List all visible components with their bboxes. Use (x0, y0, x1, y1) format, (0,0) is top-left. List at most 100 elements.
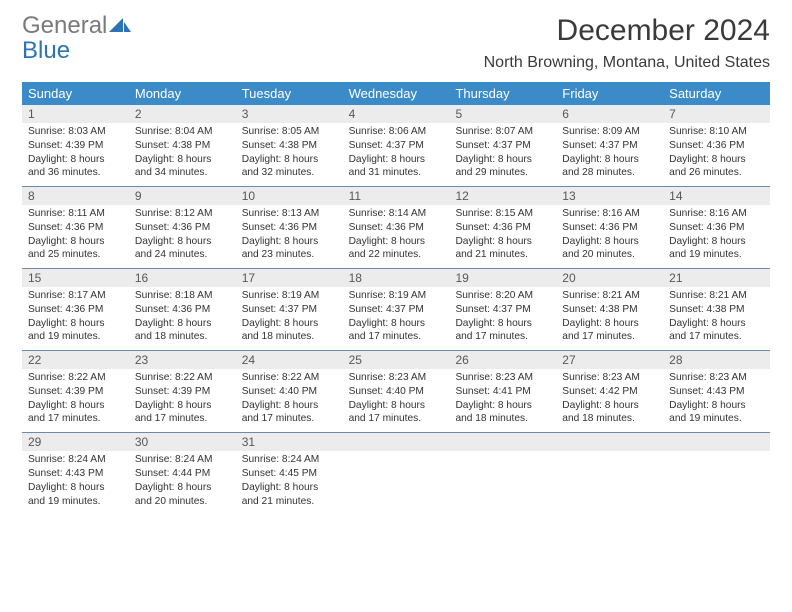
day-cell: Sunrise: 8:10 AMSunset: 4:36 PMDaylight:… (663, 123, 770, 186)
day-number: 2 (129, 105, 236, 123)
dow-cell: Thursday (449, 82, 556, 105)
daylight-line2: and 17 minutes. (242, 412, 337, 426)
sunset-text: Sunset: 4:36 PM (242, 221, 337, 235)
sunset-text: Sunset: 4:36 PM (28, 303, 123, 317)
daylight-line1: Daylight: 8 hours (28, 481, 123, 495)
sunset-text: Sunset: 4:37 PM (455, 139, 550, 153)
sunset-text: Sunset: 4:36 PM (669, 139, 764, 153)
logo-word2: Blue (22, 37, 70, 64)
daylight-line2: and 17 minutes. (28, 412, 123, 426)
day-number: 22 (22, 351, 129, 369)
daylight-line2: and 31 minutes. (349, 166, 444, 180)
day-cell: Sunrise: 8:07 AMSunset: 4:37 PMDaylight:… (449, 123, 556, 186)
daylight-line1: Daylight: 8 hours (349, 317, 444, 331)
week: 891011121314Sunrise: 8:11 AMSunset: 4:36… (22, 187, 770, 269)
daylight-line1: Daylight: 8 hours (28, 153, 123, 167)
sunset-text: Sunset: 4:37 PM (562, 139, 657, 153)
sunrise-text: Sunrise: 8:24 AM (28, 453, 123, 467)
sunset-text: Sunset: 4:36 PM (455, 221, 550, 235)
day-cell: Sunrise: 8:21 AMSunset: 4:38 PMDaylight:… (556, 287, 663, 350)
daylight-line2: and 17 minutes. (135, 412, 230, 426)
day-number (343, 433, 450, 451)
daylight-line2: and 32 minutes. (242, 166, 337, 180)
sunrise-text: Sunrise: 8:19 AM (242, 289, 337, 303)
day-number: 4 (343, 105, 450, 123)
day-number: 28 (663, 351, 770, 369)
dow-cell: Tuesday (236, 82, 343, 105)
day-cell: Sunrise: 8:15 AMSunset: 4:36 PMDaylight:… (449, 205, 556, 268)
sunset-text: Sunset: 4:42 PM (562, 385, 657, 399)
day-cell: Sunrise: 8:20 AMSunset: 4:37 PMDaylight:… (449, 287, 556, 350)
daylight-line1: Daylight: 8 hours (135, 317, 230, 331)
day-cell: Sunrise: 8:09 AMSunset: 4:37 PMDaylight:… (556, 123, 663, 186)
day-number: 14 (663, 187, 770, 205)
week: 1234567Sunrise: 8:03 AMSunset: 4:39 PMDa… (22, 105, 770, 187)
dow-cell: Sunday (22, 82, 129, 105)
sunrise-text: Sunrise: 8:16 AM (562, 207, 657, 221)
daylight-line2: and 18 minutes. (242, 330, 337, 344)
sunrise-text: Sunrise: 8:04 AM (135, 125, 230, 139)
sunrise-text: Sunrise: 8:11 AM (28, 207, 123, 221)
sunrise-text: Sunrise: 8:12 AM (135, 207, 230, 221)
daylight-line1: Daylight: 8 hours (562, 153, 657, 167)
daylight-line2: and 21 minutes. (242, 495, 337, 509)
sunrise-text: Sunrise: 8:23 AM (562, 371, 657, 385)
calendar: SundayMondayTuesdayWednesdayThursdayFrid… (22, 82, 770, 514)
logo-word1: General (22, 12, 107, 39)
sunset-text: Sunset: 4:43 PM (669, 385, 764, 399)
sunrise-text: Sunrise: 8:20 AM (455, 289, 550, 303)
daylight-line2: and 29 minutes. (455, 166, 550, 180)
week: 15161718192021Sunrise: 8:17 AMSunset: 4:… (22, 269, 770, 351)
daylight-line2: and 18 minutes. (455, 412, 550, 426)
sunrise-text: Sunrise: 8:22 AM (28, 371, 123, 385)
daylight-line2: and 18 minutes. (562, 412, 657, 426)
sunset-text: Sunset: 4:39 PM (28, 139, 123, 153)
sunset-text: Sunset: 4:36 PM (28, 221, 123, 235)
day-cell: Sunrise: 8:16 AMSunset: 4:36 PMDaylight:… (556, 205, 663, 268)
day-cell: Sunrise: 8:22 AMSunset: 4:39 PMDaylight:… (22, 369, 129, 432)
week: 293031 Sunrise: 8:24 AMSunset: 4:43 PMDa… (22, 433, 770, 514)
sunrise-text: Sunrise: 8:10 AM (669, 125, 764, 139)
day-number: 24 (236, 351, 343, 369)
daylight-line1: Daylight: 8 hours (242, 153, 337, 167)
day-body-row: Sunrise: 8:24 AMSunset: 4:43 PMDaylight:… (22, 451, 770, 514)
logo-sail-icon (109, 15, 131, 39)
day-cell: Sunrise: 8:19 AMSunset: 4:37 PMDaylight:… (236, 287, 343, 350)
logo-text: General Blue (22, 14, 131, 63)
daylight-line1: Daylight: 8 hours (562, 235, 657, 249)
day-number: 27 (556, 351, 663, 369)
daylight-line2: and 19 minutes. (669, 248, 764, 262)
day-number: 13 (556, 187, 663, 205)
dow-cell: Saturday (663, 82, 770, 105)
day-cell (663, 451, 770, 514)
daylight-line1: Daylight: 8 hours (242, 317, 337, 331)
dow-cell: Monday (129, 82, 236, 105)
day-number (663, 433, 770, 451)
sunset-text: Sunset: 4:39 PM (28, 385, 123, 399)
day-cell: Sunrise: 8:03 AMSunset: 4:39 PMDaylight:… (22, 123, 129, 186)
daylight-line1: Daylight: 8 hours (28, 235, 123, 249)
daylight-line1: Daylight: 8 hours (669, 399, 764, 413)
daylight-line2: and 19 minutes. (28, 330, 123, 344)
daylight-line1: Daylight: 8 hours (242, 481, 337, 495)
day-cell: Sunrise: 8:17 AMSunset: 4:36 PMDaylight:… (22, 287, 129, 350)
daylight-line1: Daylight: 8 hours (349, 235, 444, 249)
day-body-row: Sunrise: 8:17 AMSunset: 4:36 PMDaylight:… (22, 287, 770, 350)
daylight-line1: Daylight: 8 hours (455, 153, 550, 167)
sunrise-text: Sunrise: 8:09 AM (562, 125, 657, 139)
daylight-line1: Daylight: 8 hours (135, 235, 230, 249)
sunrise-text: Sunrise: 8:23 AM (455, 371, 550, 385)
sunrise-text: Sunrise: 8:03 AM (28, 125, 123, 139)
day-cell: Sunrise: 8:04 AMSunset: 4:38 PMDaylight:… (129, 123, 236, 186)
daynum-row: 1234567 (22, 105, 770, 123)
daylight-line2: and 20 minutes. (562, 248, 657, 262)
daylight-line2: and 17 minutes. (562, 330, 657, 344)
sunrise-text: Sunrise: 8:06 AM (349, 125, 444, 139)
day-cell: Sunrise: 8:16 AMSunset: 4:36 PMDaylight:… (663, 205, 770, 268)
sunset-text: Sunset: 4:41 PM (455, 385, 550, 399)
sunrise-text: Sunrise: 8:21 AM (669, 289, 764, 303)
dow-cell: Wednesday (343, 82, 450, 105)
sunset-text: Sunset: 4:38 PM (135, 139, 230, 153)
sunrise-text: Sunrise: 8:05 AM (242, 125, 337, 139)
daylight-line2: and 17 minutes. (669, 330, 764, 344)
